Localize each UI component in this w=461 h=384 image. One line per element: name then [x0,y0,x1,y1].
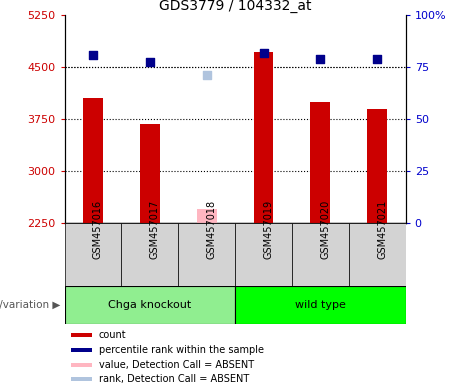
Point [373,56,381,62]
Bar [121,223,178,292]
Point [203,73,210,79]
Bar [292,223,349,292]
Text: GSM457018: GSM457018 [207,200,217,259]
Bar [349,223,406,292]
Bar [65,286,235,324]
Text: GSM457016: GSM457016 [93,200,103,259]
Title: GDS3779 / 104332_at: GDS3779 / 104332_at [159,0,311,13]
Text: GSM457019: GSM457019 [264,200,273,259]
Text: wild type: wild type [295,300,346,310]
Bar [178,223,235,292]
Bar [235,286,406,324]
Bar [65,223,121,292]
Text: genotype/variation ▶: genotype/variation ▶ [0,300,60,310]
Text: rank, Detection Call = ABSENT: rank, Detection Call = ABSENT [99,374,249,384]
Bar [71,333,92,337]
Text: GSM457017: GSM457017 [150,200,160,259]
Bar [83,98,103,223]
Point [89,52,97,58]
Text: count: count [99,330,126,340]
Bar [71,363,92,367]
Bar [140,124,160,223]
Point [146,59,154,65]
Bar [235,223,292,292]
Bar [71,377,92,381]
Text: Chga knockout: Chga knockout [108,300,191,310]
Point [317,56,324,62]
Bar [254,52,273,223]
Bar [310,102,331,223]
Point [260,50,267,56]
Text: value, Detection Call = ABSENT: value, Detection Call = ABSENT [99,360,254,370]
Text: GSM457020: GSM457020 [320,200,331,259]
Text: percentile rank within the sample: percentile rank within the sample [99,345,264,355]
Text: GSM457021: GSM457021 [377,200,387,259]
Bar [367,109,387,223]
Bar [197,209,217,223]
Bar [71,348,92,352]
